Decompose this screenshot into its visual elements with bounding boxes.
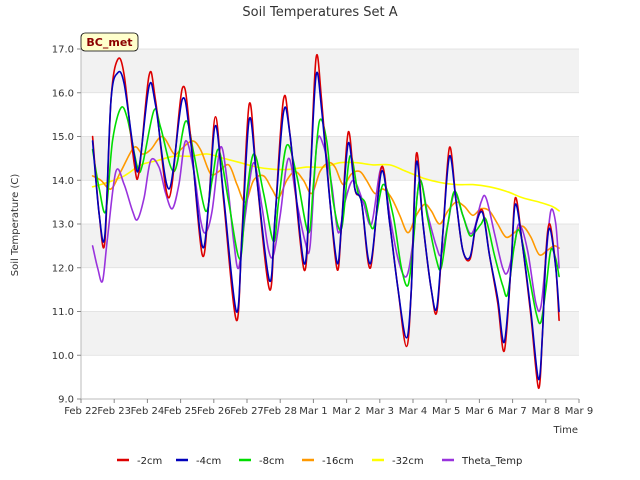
x-tick-label: Feb 26 <box>197 406 231 417</box>
legend-label-8cm: -8cm <box>259 456 284 467</box>
legend-label-16cm: -16cm <box>322 456 354 467</box>
x-tick-label: Mar 4 <box>399 406 427 417</box>
x-tick-label: Feb 28 <box>263 406 297 417</box>
series-layer <box>91 54 560 389</box>
series-line-32cm <box>91 153 560 212</box>
series-line-theta-temp <box>91 135 560 313</box>
ticks-layer: 9.0 10.0 11.0 12.0 13.0 14.0 15.0 16.0 17.0 Feb 2… <box>52 45 593 418</box>
station-badge: BC_met <box>80 32 139 52</box>
legend-label-4cm: -4cm <box>196 456 221 467</box>
x-tick-label: Feb 25 <box>164 406 198 417</box>
y-tick-label: 12.0 <box>52 263 74 274</box>
x-tick-label: Mar 9 <box>565 406 593 417</box>
x-tick-label: Feb 27 <box>230 406 264 417</box>
grid-band <box>81 49 579 93</box>
chart-title: Soil Temperatures Set A <box>242 5 397 20</box>
x-tick-label: Feb 24 <box>131 406 165 417</box>
x-tick-label: Mar 7 <box>498 406 526 417</box>
station-badge-text: BC_met <box>86 36 132 49</box>
x-tick-label: Mar 8 <box>532 406 560 417</box>
x-axis-title: Time <box>553 425 578 436</box>
series-line-4cm <box>91 70 560 381</box>
x-tick-label: Mar 1 <box>299 406 327 417</box>
y-axis-title: Soil Temperature (C) <box>10 174 21 277</box>
x-tick-label: Mar 5 <box>432 406 460 417</box>
legend: -2cm -4cm -8cm -16cm -32cm Theta_Temp <box>117 456 522 467</box>
plot-background <box>81 48 579 400</box>
y-tick-label: 9.0 <box>58 395 74 406</box>
grid-band <box>81 311 579 356</box>
y-tick-label: 16.0 <box>52 88 74 99</box>
legend-label-2cm: -2cm <box>137 456 162 467</box>
x-tick-label: Feb 23 <box>97 406 131 417</box>
y-tick-label: 14.0 <box>52 176 74 187</box>
legend-label-32cm: -32cm <box>392 456 424 467</box>
legend-label-theta-temp: Theta_Temp <box>461 456 522 467</box>
station-badge-box <box>80 32 139 52</box>
y-tick-label: 11.0 <box>52 307 74 318</box>
y-tick-label: 13.0 <box>52 220 74 231</box>
x-tick-label: Feb 22 <box>64 406 98 417</box>
y-tick-label: 10.0 <box>52 351 74 362</box>
x-tick-label: Mar 6 <box>465 406 493 417</box>
series-line-8cm <box>91 106 560 325</box>
y-tick-label: 15.0 <box>52 132 74 143</box>
y-tick-label: 17.0 <box>52 45 74 56</box>
x-tick-label: Mar 2 <box>332 406 360 417</box>
grid-band <box>81 224 579 268</box>
x-tick-label: Mar 3 <box>366 406 394 417</box>
